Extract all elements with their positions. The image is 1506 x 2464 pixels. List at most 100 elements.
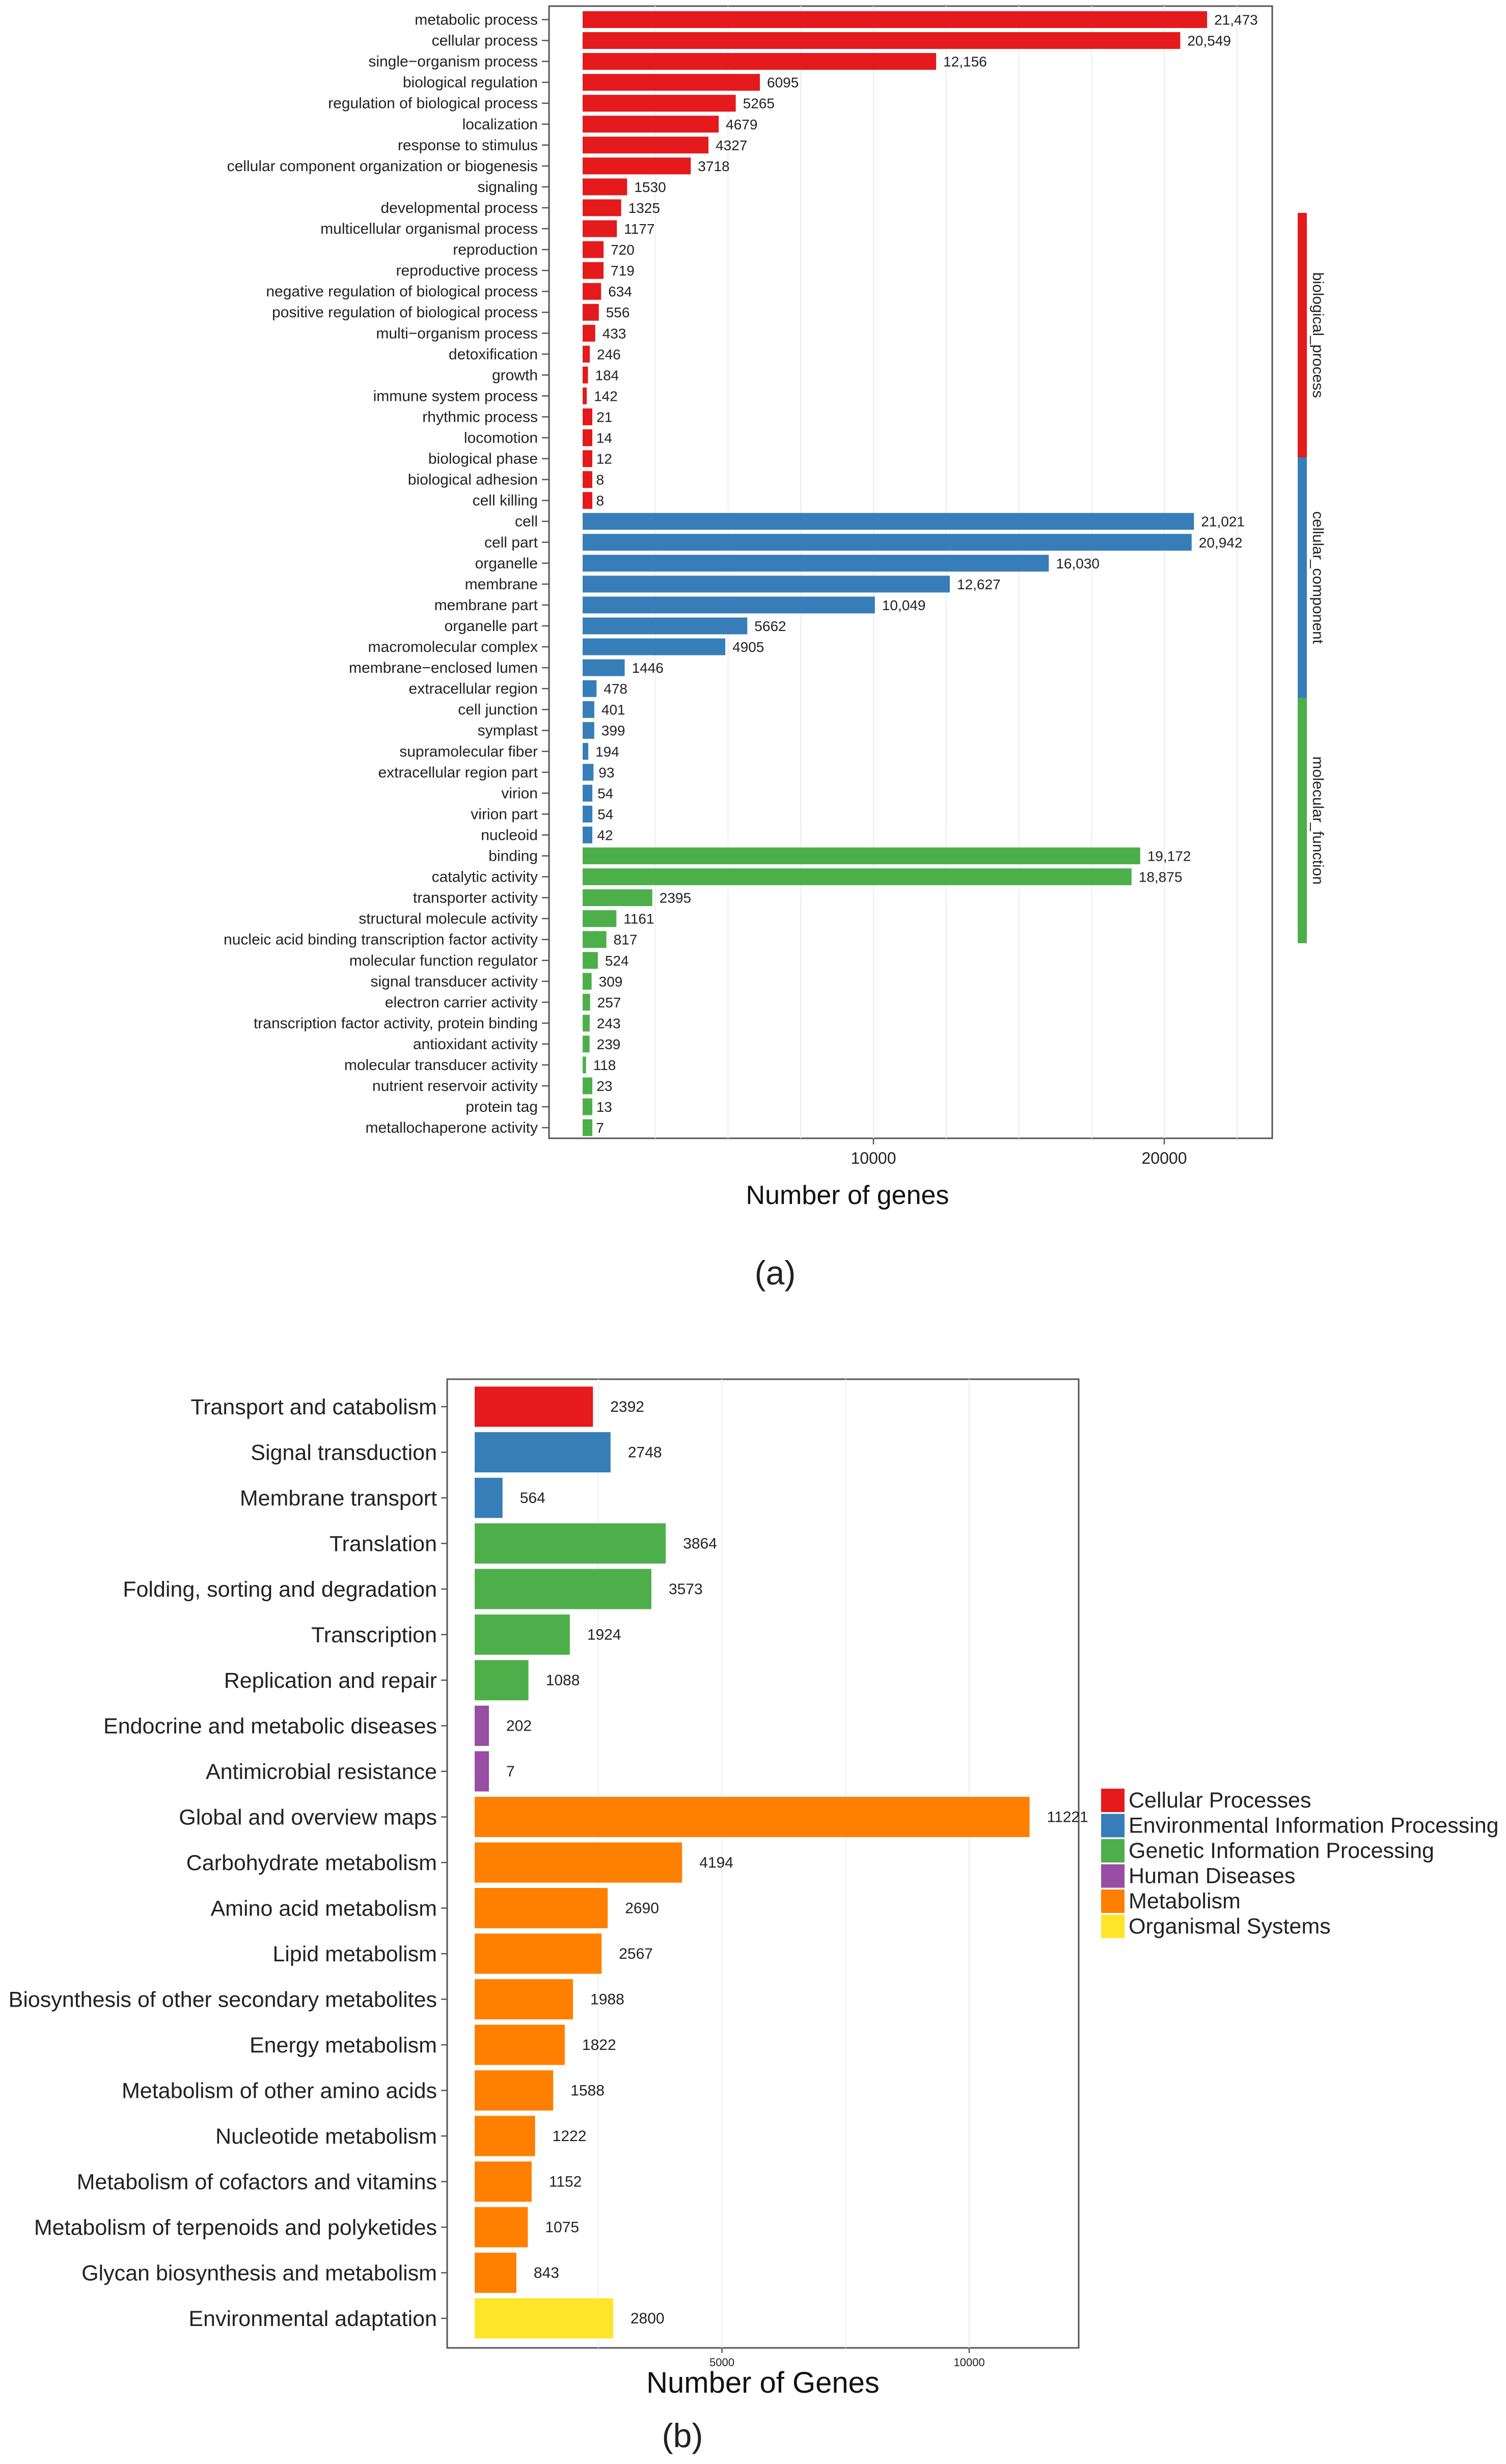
bar — [583, 659, 625, 676]
bar-data-label: 5265 — [743, 96, 775, 112]
category-label: signaling — [478, 179, 538, 196]
bar — [583, 32, 1181, 49]
bar-data-label: 118 — [593, 1057, 616, 1073]
category-label: metallochaperone activity — [365, 1119, 538, 1136]
bar-data-label: 19,172 — [1147, 848, 1191, 864]
bar-data-label: 6095 — [767, 75, 799, 91]
legend-label: Metabolism — [1129, 1889, 1241, 1913]
panel-b-caption: (b) — [662, 2417, 703, 2454]
category-label: detoxification — [449, 346, 538, 363]
bars: 2392 Transport and catabolism 2748 Signal t… — [9, 1386, 1088, 2339]
bar — [583, 973, 592, 990]
category-label: Metabolism of terpenoids and polyketides — [34, 2215, 437, 2240]
bar-data-label: 18,875 — [1139, 869, 1183, 885]
legend-label: Human Diseases — [1129, 1864, 1295, 1888]
legend-swatch — [1101, 1814, 1125, 1838]
bar-data-label: 194 — [595, 744, 619, 759]
bar-data-label: 2800 — [631, 2310, 665, 2327]
bar — [583, 1077, 592, 1094]
bar — [475, 2116, 535, 2156]
bar — [583, 555, 1049, 572]
bar-data-label: 1988 — [590, 1991, 624, 2008]
category-label: Metabolism of cofactors and vitamins — [77, 2170, 437, 2195]
category-label: Glycan biosynthesis and metabolism — [81, 2261, 437, 2286]
bar-data-label: 8 — [596, 493, 604, 509]
category-label: locomotion — [464, 430, 538, 447]
category-label: Global and overview maps — [179, 1805, 437, 1830]
bar-data-label: 243 — [597, 1016, 621, 1031]
x-tick-label: 20000 — [1142, 1149, 1187, 1167]
bar-data-label: 184 — [595, 367, 619, 383]
bar — [475, 2298, 613, 2339]
category-label: cell — [515, 513, 538, 530]
bar-data-label: 257 — [597, 995, 621, 1010]
category-label: transcription factor activity, protein b… — [254, 1015, 538, 1032]
bars: 21,473 metabolic process 20,549 cellular pr… — [224, 11, 1258, 1136]
bar — [583, 304, 599, 321]
category-label: cellular process — [432, 33, 538, 49]
bar-data-label: 12 — [596, 451, 612, 467]
category-label: Antimicrobial resistance — [206, 1760, 437, 1784]
bar — [583, 74, 760, 91]
category-label: multicellular organismal process — [320, 221, 538, 237]
bar-data-label: 7 — [506, 1763, 515, 1780]
bar — [475, 1660, 529, 1701]
legend-label: Genetic Information Processing — [1129, 1839, 1434, 1863]
bar-data-label: 1446 — [632, 660, 664, 676]
bar-data-label: 54 — [597, 785, 613, 801]
bar — [583, 1098, 592, 1115]
bar-data-label: 3718 — [698, 158, 729, 174]
bar — [583, 492, 592, 509]
bar-data-label: 10,049 — [882, 597, 926, 613]
bar-data-label: 23 — [596, 1078, 612, 1094]
bar — [475, 1842, 682, 1883]
bar — [583, 617, 748, 635]
bar — [583, 743, 589, 760]
bar — [475, 2207, 528, 2248]
category-label: Metabolism of other amino acids — [122, 2079, 437, 2103]
gridlines — [654, 6, 1238, 1138]
category-label: Folding, sorting and degradation — [123, 1577, 437, 1602]
category-label: immune system process — [373, 388, 538, 404]
bar — [583, 1035, 590, 1053]
legend-swatch — [1101, 1890, 1125, 1913]
category-label: cell part — [484, 534, 538, 551]
category-label: Signal transduction — [251, 1441, 437, 1465]
category-label: Amino acid metabolism — [210, 1897, 437, 1921]
category-label: catalytic activity — [432, 869, 538, 886]
category-label: membrane part — [434, 597, 538, 614]
category-label: virion — [501, 785, 538, 802]
bar — [583, 847, 1140, 864]
bar-data-label: 3573 — [669, 1581, 703, 1598]
category-label: nucleic acid binding transcription facto… — [224, 932, 538, 948]
category-label: metabolic process — [415, 12, 538, 29]
category-label: localization — [462, 116, 538, 133]
bar-data-label: 433 — [603, 325, 626, 341]
bar-data-label: 401 — [601, 702, 625, 718]
group-strip — [1298, 457, 1307, 698]
bar — [475, 1797, 1030, 1837]
bar — [583, 1119, 592, 1136]
bar-data-label: 1822 — [582, 2037, 616, 2054]
bar — [583, 784, 593, 802]
bar — [583, 722, 594, 739]
bar-data-label: 8 — [596, 472, 604, 488]
bar-data-label: 719 — [611, 263, 635, 279]
bar-data-label: 4679 — [726, 117, 757, 132]
category-label: growth — [492, 367, 538, 384]
category-label: biological phase — [428, 451, 538, 468]
bar — [583, 763, 594, 781]
bar — [583, 136, 709, 154]
bar — [583, 450, 592, 468]
bar — [475, 1888, 608, 1928]
category-label: signal transducer activity — [371, 973, 538, 990]
bar — [583, 283, 601, 300]
category-label: transporter activity — [413, 890, 538, 907]
category-label: Lipid metabolism — [272, 1942, 437, 1966]
bar — [475, 1477, 503, 1518]
bar — [475, 1523, 666, 1564]
bar — [583, 262, 604, 279]
bar-data-label: 1325 — [628, 200, 660, 216]
bar — [583, 701, 594, 718]
